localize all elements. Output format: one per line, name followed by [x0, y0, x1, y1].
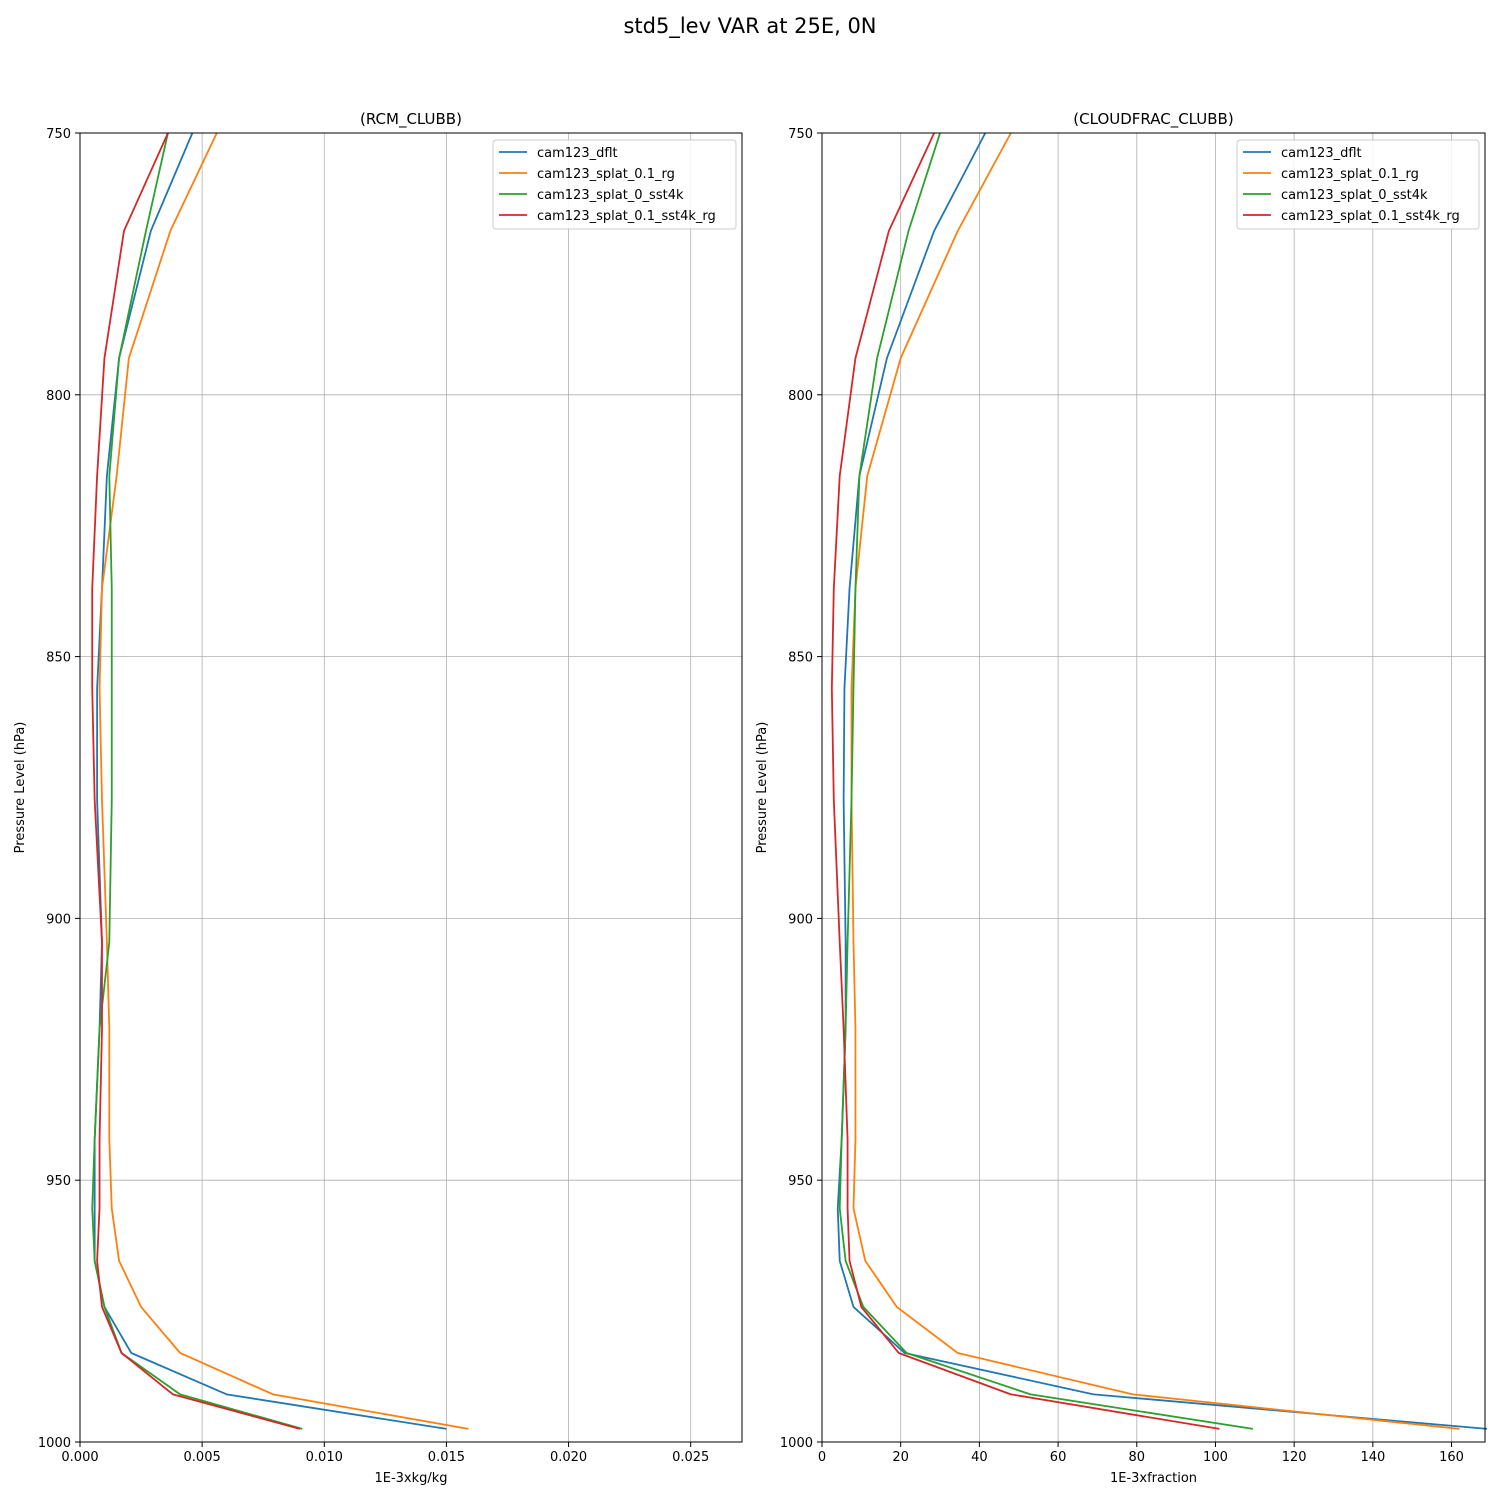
series-line-4 — [91, 132, 301, 1430]
y-tick-label: 750 — [46, 127, 71, 142]
x-tick-label: 0.000 — [61, 1450, 98, 1465]
y-tick-label: 900 — [46, 912, 71, 927]
legend-box — [1236, 139, 1480, 230]
series-line-1 — [836, 132, 1488, 1430]
series-line-1 — [93, 132, 447, 1430]
y-tick-label: 800 — [788, 389, 813, 404]
x-tick-label: 80 — [1129, 1450, 1146, 1465]
panel-title: (CLOUDFRAC_CLUBB) — [1073, 110, 1233, 129]
series-line-4 — [830, 132, 1220, 1430]
x-tick-label: 100 — [1203, 1450, 1228, 1465]
y-axis-label: Pressure Level (hPa) — [13, 722, 28, 854]
x-tick-label: 0.015 — [428, 1450, 465, 1465]
x-tick-label: 60 — [1050, 1450, 1067, 1465]
x-tick-label: 0.010 — [306, 1450, 343, 1465]
x-axis-label: 1E-3xfraction — [1110, 1471, 1197, 1486]
legend-label: cam123_splat_0.1_sst4k_rg — [537, 209, 716, 224]
x-tick-label: 0 — [818, 1450, 826, 1465]
series-line-2 — [850, 132, 1460, 1430]
chart-panel-2: 0 20 40 60 80 100 120 140 160 750 800 850 900 950 1000… — [755, 110, 1488, 1486]
chart-panel-1: 0.000 0.005 0.010 0.015 0.020 0.025 750 800 850 9… — [13, 110, 743, 1486]
x-tick-label: 0.005 — [184, 1450, 221, 1465]
y-tick-label: 950 — [46, 1174, 71, 1189]
series-line-3 — [91, 132, 303, 1430]
y-tick-label: 900 — [788, 912, 813, 927]
x-axis-label: 1E-3xkg/kg — [374, 1471, 447, 1486]
axes-frame — [79, 132, 743, 1443]
y-tick-label: 1000 — [780, 1436, 813, 1451]
y-tick-label: 950 — [788, 1174, 813, 1189]
axes-frame — [821, 132, 1486, 1443]
series-line-2 — [98, 132, 469, 1430]
legend: cam123_dflt cam123_splat_0.1_rg cam123_spl… — [492, 139, 737, 230]
legend-label: cam123_splat_0.1_sst4k_rg — [1281, 209, 1460, 224]
x-tick-label: 40 — [971, 1450, 988, 1465]
y-tick-label: 850 — [46, 651, 71, 666]
legend: cam123_dflt cam123_splat_0.1_rg cam123_spl… — [1236, 139, 1480, 230]
legend-label: cam123_dflt — [1281, 146, 1362, 161]
x-tick-label: 120 — [1282, 1450, 1307, 1465]
y-tick-label: 800 — [46, 389, 71, 404]
legend-label: cam123_splat_0_sst4k — [537, 188, 684, 203]
x-tick-label: 0.025 — [672, 1450, 709, 1465]
panel-title: (RCM_CLUBB) — [360, 110, 462, 129]
legend-label: cam123_splat_0.1_rg — [537, 167, 675, 182]
figure-title: std5_lev VAR at 25E, 0N — [623, 14, 877, 38]
y-tick-label: 750 — [788, 127, 813, 142]
legend-label: cam123_splat_0_sst4k — [1281, 188, 1428, 203]
y-tick-label: 850 — [788, 651, 813, 666]
series-line-3 — [838, 132, 1253, 1430]
x-tick-label: 20 — [892, 1450, 909, 1465]
legend-label: cam123_splat_0.1_rg — [1281, 167, 1419, 182]
legend-label: cam123_dflt — [537, 146, 618, 161]
legend-box — [492, 139, 737, 230]
x-tick-label: 0.020 — [550, 1450, 587, 1465]
y-axis-label: Pressure Level (hPa) — [755, 722, 770, 854]
y-tick-label: 1000 — [38, 1436, 71, 1451]
x-tick-label: 140 — [1360, 1450, 1385, 1465]
x-tick-label: 160 — [1439, 1450, 1464, 1465]
